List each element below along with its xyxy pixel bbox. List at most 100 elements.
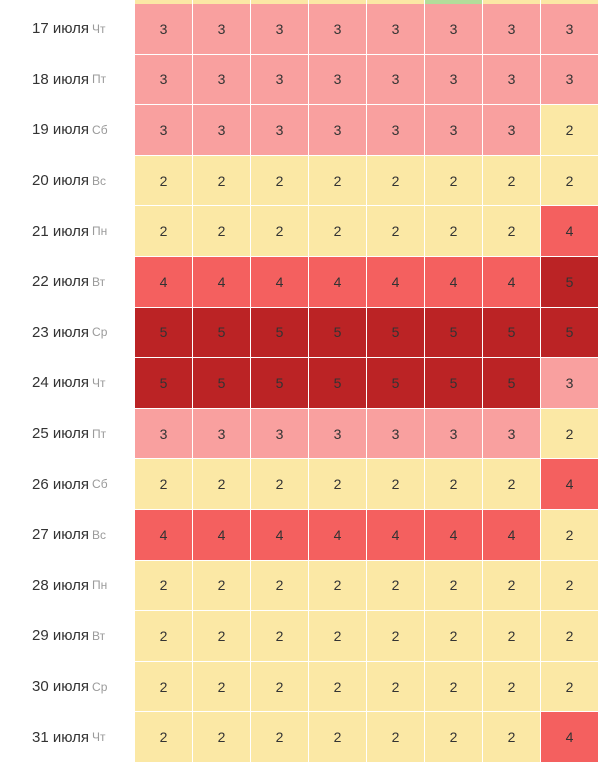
value-cell: 4 bbox=[193, 509, 250, 560]
value-cell: 2 bbox=[251, 712, 308, 762]
weekday-text: Сб bbox=[92, 122, 108, 137]
weekday-text: Вс bbox=[92, 173, 107, 188]
value-cell: 2 bbox=[135, 560, 192, 611]
value-cell: 2 bbox=[135, 712, 192, 762]
value-cell: 2 bbox=[309, 611, 366, 661]
table-row: 18 июля Пт 3 3 3 3 3 3 3 3 bbox=[0, 54, 606, 106]
value-cell: 5 bbox=[193, 358, 250, 408]
date-label: 25 июля Пт bbox=[0, 409, 135, 459]
value-cell: 2 bbox=[483, 611, 540, 661]
value-cell: 5 bbox=[251, 307, 308, 358]
top-strip-cell bbox=[193, 0, 250, 4]
value-cell: 4 bbox=[251, 509, 308, 560]
weekday-text: Пт bbox=[92, 72, 107, 87]
value-cell: 5 bbox=[309, 358, 366, 408]
value-cell: 3 bbox=[193, 408, 250, 459]
value-cell: 5 bbox=[541, 307, 598, 358]
value-cell: 2 bbox=[251, 611, 308, 661]
weekday-text: Чт bbox=[92, 375, 106, 390]
value-cell: 5 bbox=[135, 307, 192, 358]
value-cell: 2 bbox=[367, 206, 424, 256]
value-cell: 2 bbox=[425, 712, 482, 762]
date-label: 18 июля Пт bbox=[0, 55, 135, 105]
value-cell: 2 bbox=[193, 661, 250, 712]
value-cell: 2 bbox=[309, 560, 366, 611]
value-cell: 5 bbox=[425, 307, 482, 358]
value-cell: 3 bbox=[483, 408, 540, 459]
date-text: 18 июля bbox=[32, 70, 90, 88]
value-cell: 3 bbox=[135, 4, 192, 54]
value-cell: 3 bbox=[309, 54, 366, 105]
value-cell: 4 bbox=[425, 256, 482, 307]
date-label: 23 июля Ср bbox=[0, 308, 135, 358]
date-label: 17 июля Чт bbox=[0, 4, 135, 54]
value-cell: 3 bbox=[425, 105, 482, 155]
value-cell: 2 bbox=[135, 611, 192, 661]
value-cell: 3 bbox=[367, 4, 424, 54]
value-cell: 2 bbox=[367, 712, 424, 762]
value-cell: 2 bbox=[193, 155, 250, 206]
date-label: 31 июля Чт bbox=[0, 712, 135, 762]
value-cell: 4 bbox=[135, 256, 192, 307]
value-cell: 4 bbox=[483, 509, 540, 560]
date-label: 26 июля Сб bbox=[0, 459, 135, 509]
top-strip-cell bbox=[135, 0, 192, 4]
top-strip-cell bbox=[251, 0, 308, 4]
weekday-text: Вс bbox=[92, 527, 107, 542]
value-cell: 2 bbox=[541, 155, 598, 206]
date-text: 27 июля bbox=[32, 526, 90, 544]
table-row: 29 июля Вт 2 2 2 2 2 2 2 2 bbox=[0, 611, 606, 662]
value-cell: 4 bbox=[193, 256, 250, 307]
value-cell: 3 bbox=[367, 54, 424, 105]
value-cell: 5 bbox=[483, 307, 540, 358]
date-label: 22 июля Вт bbox=[0, 257, 135, 307]
value-cell: 3 bbox=[251, 408, 308, 459]
value-cell: 3 bbox=[193, 105, 250, 155]
value-cell: 2 bbox=[425, 661, 482, 712]
weekday-text: Сб bbox=[92, 477, 108, 492]
value-cell: 2 bbox=[425, 611, 482, 661]
value-cell: 4 bbox=[309, 256, 366, 307]
value-cell: 2 bbox=[483, 661, 540, 712]
date-label: 29 июля Вт bbox=[0, 611, 135, 661]
date-label: 24 июля Чт bbox=[0, 358, 135, 408]
value-cell: 2 bbox=[251, 206, 308, 256]
table-row: 23 июля Ср 5 5 5 5 5 5 5 5 bbox=[0, 307, 606, 359]
value-cell: 3 bbox=[193, 4, 250, 54]
weekday-text: Чт bbox=[92, 730, 106, 745]
value-cell: 3 bbox=[425, 4, 482, 54]
forecast-grid: 17 июля Чт 3 3 3 3 3 3 3 3 18 июля Пт 3 3 3 3 3 3 3 3 19 июл… bbox=[0, 4, 606, 763]
value-cell: 3 bbox=[251, 54, 308, 105]
value-cell: 3 bbox=[425, 408, 482, 459]
value-cell: 2 bbox=[367, 611, 424, 661]
value-cell: 2 bbox=[309, 206, 366, 256]
table-row: 31 июля Чт 2 2 2 2 2 2 2 4 bbox=[0, 712, 606, 763]
value-cell: 2 bbox=[425, 560, 482, 611]
value-cell: 2 bbox=[251, 459, 308, 509]
date-text: 26 июля bbox=[32, 475, 90, 493]
weekday-text: Ср bbox=[92, 679, 108, 694]
value-cell: 3 bbox=[309, 408, 366, 459]
value-cell: 3 bbox=[425, 54, 482, 105]
value-cell: 3 bbox=[367, 105, 424, 155]
date-label: 21 июля Пн bbox=[0, 206, 135, 256]
date-label: 28 июля Пн bbox=[0, 561, 135, 611]
value-cell: 2 bbox=[193, 611, 250, 661]
date-text: 29 июля bbox=[32, 627, 90, 645]
value-cell: 2 bbox=[541, 509, 598, 560]
date-text: 19 июля bbox=[32, 121, 90, 139]
top-strip-cell bbox=[541, 0, 598, 4]
value-cell: 3 bbox=[309, 4, 366, 54]
table-row: 22 июля Вт 4 4 4 4 4 4 4 5 bbox=[0, 256, 606, 308]
table-row: 30 июля Ср 2 2 2 2 2 2 2 2 bbox=[0, 661, 606, 713]
value-cell: 3 bbox=[309, 105, 366, 155]
value-cell: 2 bbox=[309, 155, 366, 206]
value-cell: 2 bbox=[425, 155, 482, 206]
value-cell: 2 bbox=[193, 206, 250, 256]
value-cell: 2 bbox=[251, 560, 308, 611]
value-cell: 4 bbox=[541, 712, 598, 762]
value-cell: 4 bbox=[367, 256, 424, 307]
value-cell: 2 bbox=[135, 206, 192, 256]
value-cell: 2 bbox=[483, 560, 540, 611]
value-cell: 4 bbox=[425, 509, 482, 560]
